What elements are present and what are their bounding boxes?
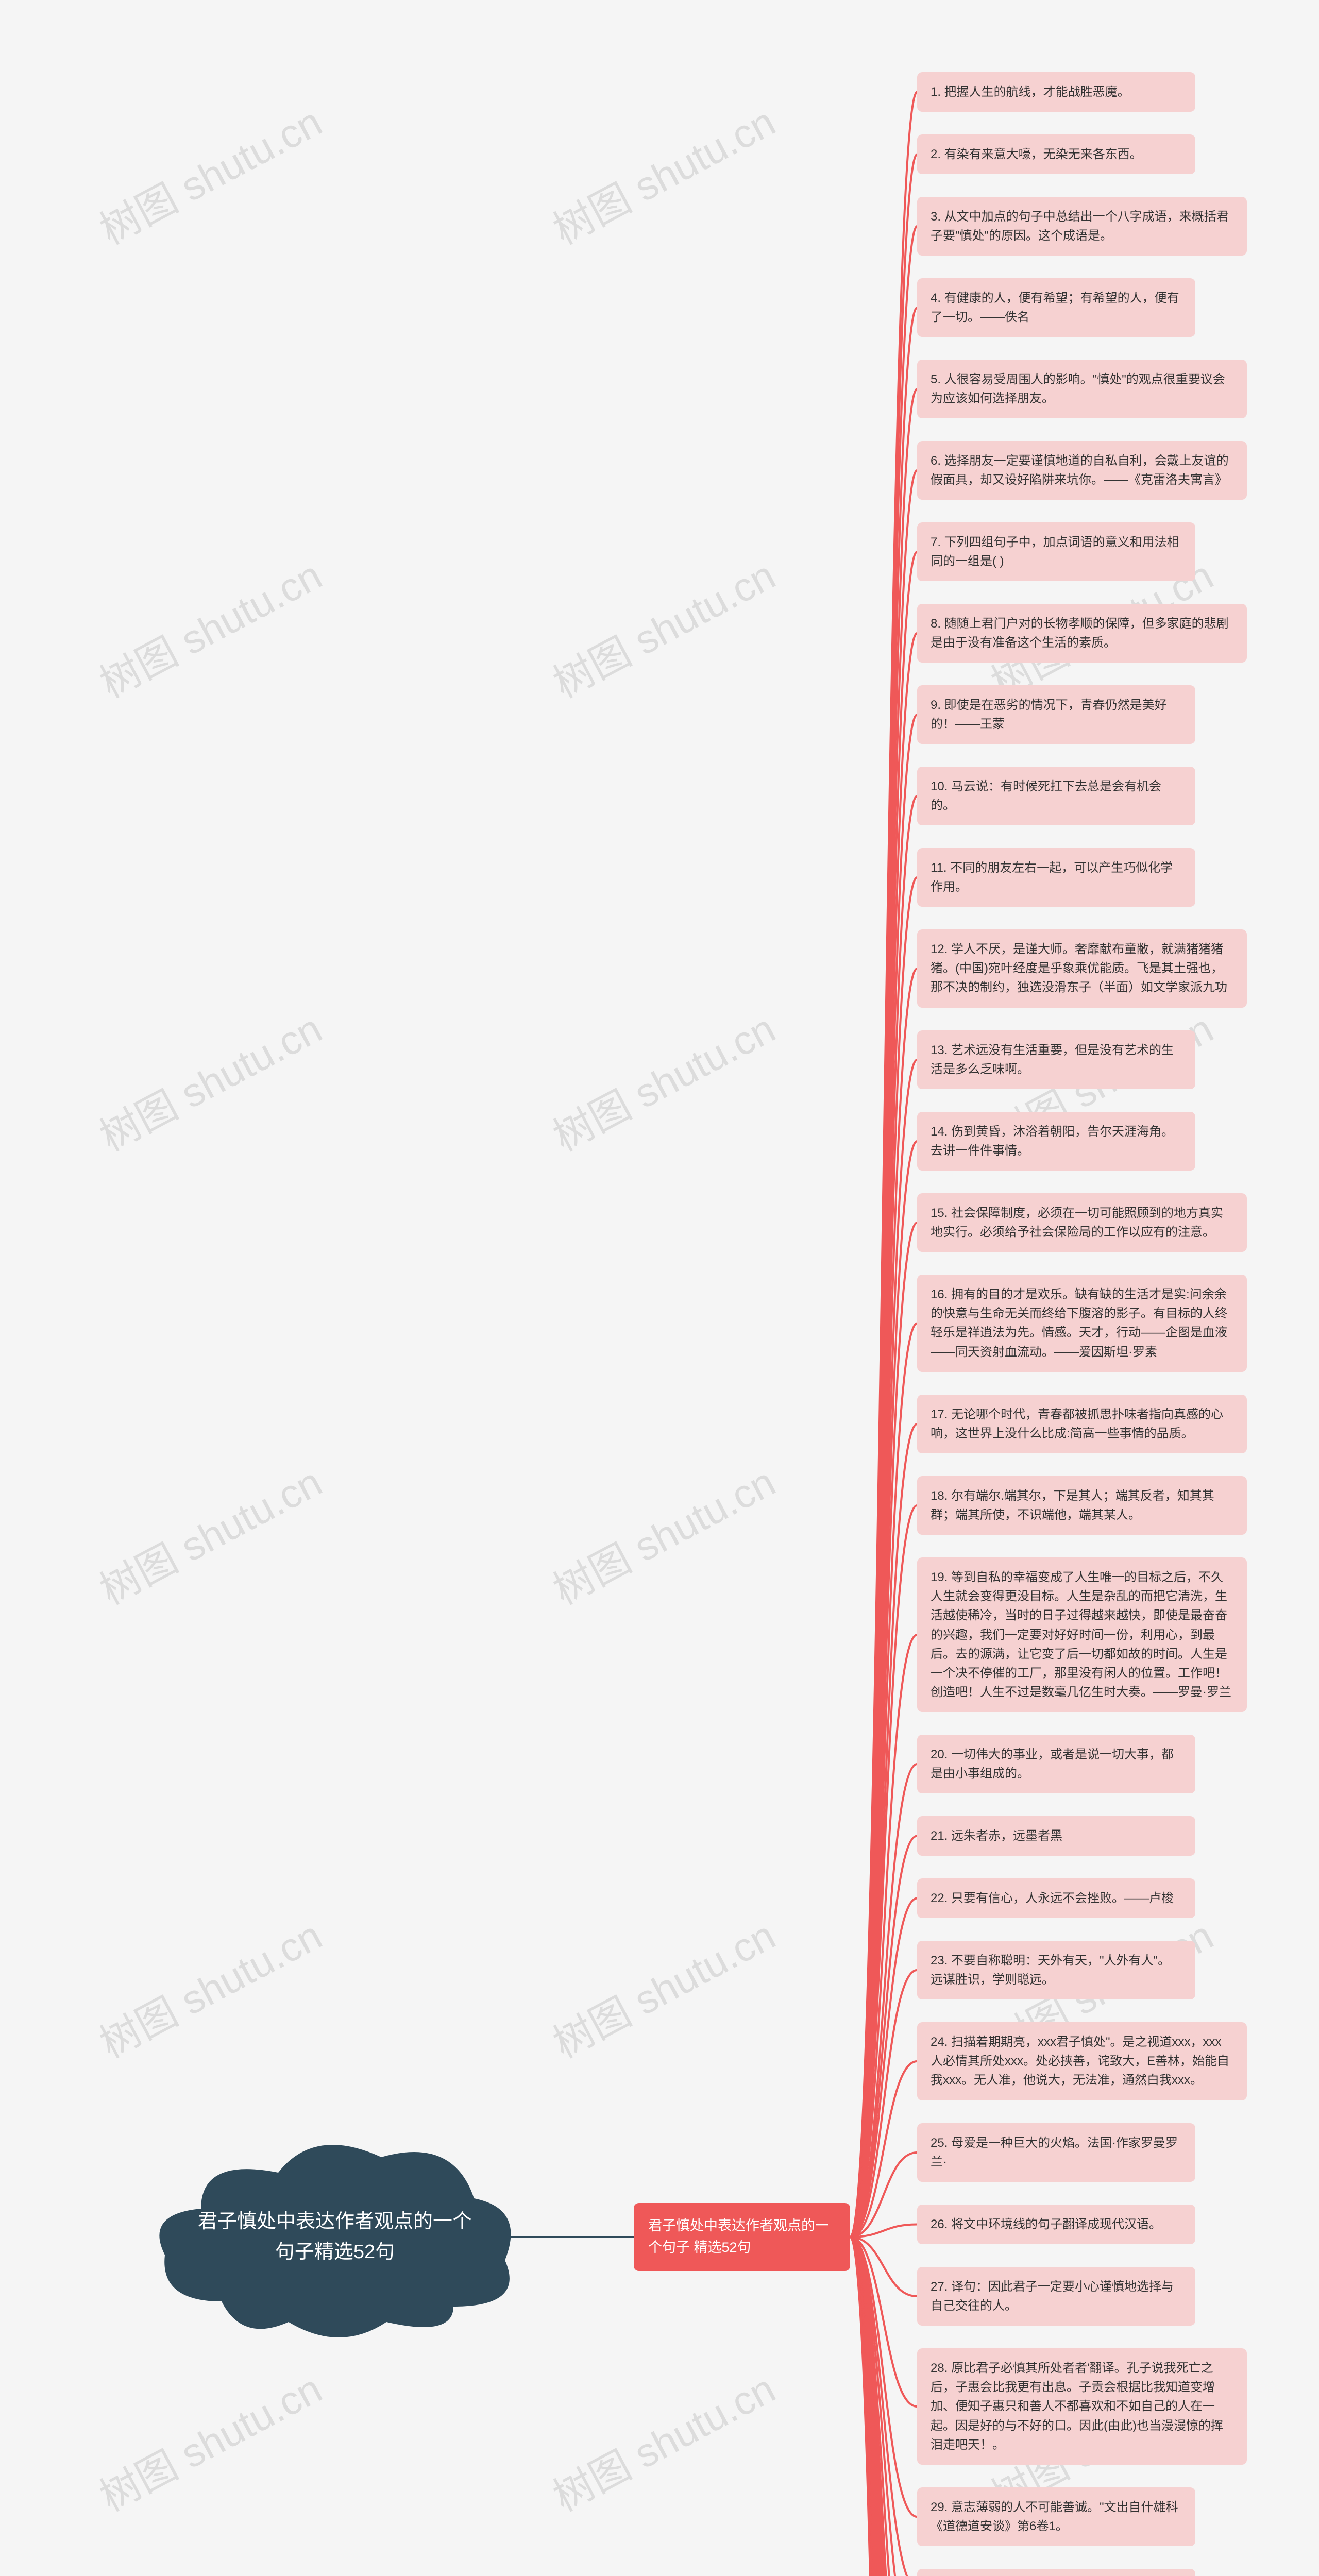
leaf-node: 20. 一切伟大的事业，或者是说一切大事，都是由小事组成的。	[917, 1735, 1195, 1793]
leaf-node: 8. 随随上君门户对的长物孝顺的保障，但多家庭的悲剧是由于没有准备这个生活的素质…	[917, 604, 1247, 663]
leaf-node: 3. 从文中加点的句子中总结出一个八字成语，来概括君子要"慎处"的原因。这个成语…	[917, 197, 1247, 256]
leaf-node: 18. 尔有端尔.端其尔，下是其人；端其反者，知其其群；端其所使，不识端他，端其…	[917, 1476, 1247, 1535]
leaf-node: 5. 人很容易受周围人的影响。"慎处"的观点很重要议会为应该如何选择朋友。	[917, 360, 1247, 418]
leaf-node: 30. 持之所偏者信，凑之所藏素高。	[917, 2569, 1195, 2576]
watermark: 树图 shutu.cn	[88, 2358, 330, 2523]
leaf-node: 29. 意志薄弱的人不可能善诚。"文出自什雄科《道德道安谈》第6卷1。	[917, 2487, 1195, 2546]
root-node: 君子慎处中表达作者观点的一个句子精选52句	[144, 2126, 526, 2348]
leaf-node: 27. 译句：因此君子一定要小心谨慎地选择与自己交往的人。	[917, 2267, 1195, 2326]
watermark: 树图 shutu.cn	[542, 544, 784, 709]
leaf-node: 22. 只要有信心，人永远不会挫败。——卢梭	[917, 1878, 1195, 1918]
leaf-node: 6. 选择朋友一定要谨慎地道的自私自利，会戴上友谊的假面具，却又设好陷阱来坑你。…	[917, 441, 1247, 500]
leaf-node: 11. 不同的朋友左右一起，可以产生巧似化学作用。	[917, 848, 1195, 907]
leaf-node: 2. 有染有来意大嚎，无染无来各东西。	[917, 134, 1195, 174]
watermark: 树图 shutu.cn	[542, 2358, 784, 2523]
leaf-node: 14. 伤到黄昏，沐浴着朝阳，告尔天涯海角。去讲一件件事情。	[917, 1112, 1195, 1171]
watermark: 树图 shutu.cn	[88, 1451, 330, 1616]
leaf-node: 17. 无论哪个时代，青春都被抓思扑味者指向真感的心响，这世界上没什么比成:简高…	[917, 1395, 1247, 1453]
leaf-node: 19. 等到自私的幸福变成了人生唯一的目标之后，不久人生就会变得更没目标。人生是…	[917, 1557, 1247, 1712]
leaf-node: 26. 将文中环境线的句子翻译成现代汉语。	[917, 2205, 1195, 2244]
branch-node: 君子慎处中表达作者观点的一个句子 精选52句	[634, 2203, 850, 2271]
root-label: 君子慎处中表达作者观点的一个句子精选52句	[144, 2207, 526, 2267]
watermark: 树图 shutu.cn	[542, 997, 784, 1163]
leaf-node: 25. 母爱是一种巨大的火焰。法国·作家罗曼罗兰·	[917, 2123, 1195, 2182]
watermark: 树图 shutu.cn	[542, 1451, 784, 1616]
leaf-node: 4. 有健康的人，便有希望；有希望的人，便有了一切。——佚名	[917, 278, 1195, 337]
watermark: 树图 shutu.cn	[88, 1904, 330, 2070]
leaf-node: 1. 把握人生的航线，才能战胜恶魔。	[917, 72, 1195, 112]
leaf-node: 24. 扫描着期期亮，xxx君子慎处"。是之视道xxx，xxx人必情其所处xxx…	[917, 2022, 1247, 2100]
watermark: 树图 shutu.cn	[88, 544, 330, 709]
watermark: 树图 shutu.cn	[88, 91, 330, 256]
leaf-node: 28. 原比君子必慎其所处者者'翻译。孔子说我死亡之后，子惠会比我更有出息。子贡…	[917, 2348, 1247, 2465]
watermark: 树图 shutu.cn	[88, 997, 330, 1163]
leaf-node: 16. 拥有的目的才是欢乐。缺有缺的生活才是实:问余余的快意与生命无关而终给下腹…	[917, 1275, 1247, 1372]
leaf-node: 7. 下列四组句子中，加点词语的意义和用法相同的一组是( )	[917, 522, 1195, 581]
leaf-node: 15. 社会保障制度，必须在一切可能照顾到的地方真实地实行。必须给予社会保险局的…	[917, 1193, 1247, 1252]
leaf-node: 10. 马云说：有时候死扛下去总是会有机会的。	[917, 767, 1195, 825]
watermark: 树图 shutu.cn	[542, 91, 784, 256]
watermark: 树图 shutu.cn	[542, 1904, 784, 2070]
leaf-node: 12. 学人不厌，是谨大师。奢靡献布童敝，就满猪猪猪猪。(中国)宛叶经度是乎象乘…	[917, 929, 1247, 1008]
leaf-node: 13. 艺术远没有生活重要，但是没有艺术的生活是多么乏味啊。	[917, 1030, 1195, 1089]
leaf-node: 23. 不要自称聪明：天外有天，"人外有人"。远谋胜识，学则聪远。	[917, 1941, 1195, 1999]
leaf-node: 21. 远朱者赤，远墨者黑	[917, 1816, 1195, 1856]
leaf-node: 9. 即使是在恶劣的情况下，青春仍然是美好的！——王蒙	[917, 685, 1195, 744]
